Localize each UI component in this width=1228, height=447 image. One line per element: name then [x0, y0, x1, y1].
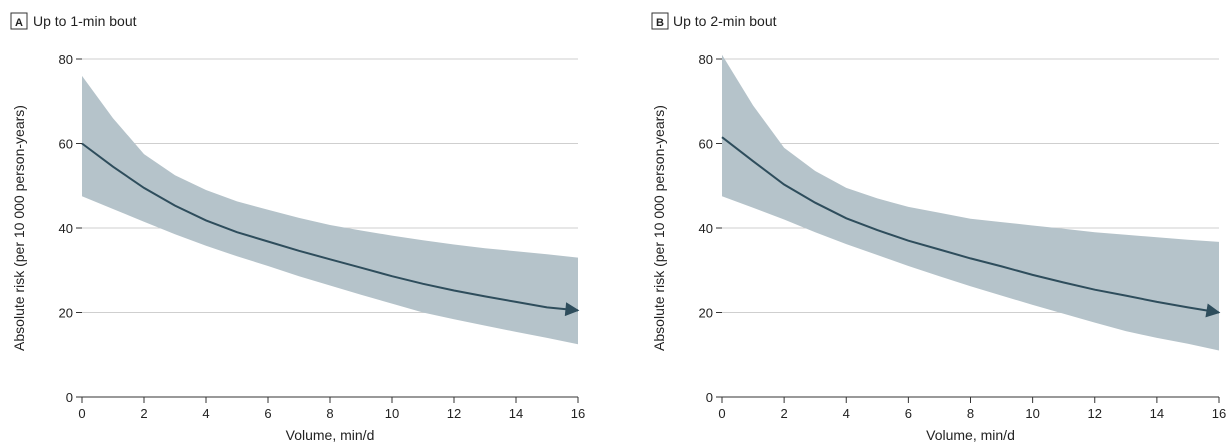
y-tick-label: 40 — [699, 221, 713, 236]
x-tick-label: 14 — [1150, 406, 1164, 421]
y-tick-label: 20 — [59, 306, 73, 321]
y-tick-label: 80 — [59, 52, 73, 67]
panel-title: Up to 1-min bout — [33, 13, 137, 29]
panel-b: B Up to 2-min bout 0 20 40 60 80 0 2 4 6 8 10 12 14 16 V… — [651, 12, 1226, 443]
panel-a: A Up to 1-min bout 0 20 40 60 80 0 2 4 6 8 10 12 14 16 V… — [10, 12, 585, 443]
y-tick-label: 20 — [699, 306, 713, 321]
x-axis-title: Volume, min/d — [286, 427, 375, 443]
x-tick-label: 16 — [1212, 406, 1226, 421]
panel-tag-box — [10, 12, 28, 30]
x-tick-label: 2 — [781, 406, 788, 421]
y-tick-label: 60 — [699, 137, 713, 152]
y-tick-label: 0 — [66, 390, 73, 405]
y-tick-label: 60 — [59, 137, 73, 152]
x-tick-label: 10 — [385, 406, 399, 421]
x-tick-label: 0 — [78, 406, 85, 421]
estimate-line — [81, 142, 580, 317]
x-tick-label: 14 — [509, 406, 523, 421]
x-tick-label: 8 — [967, 406, 974, 421]
confidence-band — [722, 54, 1219, 351]
y-axis-title: Absolute risk (per 10 000 person-years) — [11, 105, 27, 351]
x-tick-label: 6 — [905, 406, 912, 421]
y-axis-title: Absolute risk (per 10 000 person-years) — [651, 105, 667, 351]
x-tick-label: 16 — [571, 406, 585, 421]
x-tick-label: 8 — [326, 406, 333, 421]
estimate-line — [721, 136, 1221, 318]
x-tick-label: 2 — [140, 406, 147, 421]
panel-tag-box — [651, 12, 669, 30]
panel-tag-label: B — [656, 17, 664, 29]
y-tick-label: 0 — [706, 390, 713, 405]
x-tick-label: 6 — [264, 406, 271, 421]
x-tick-label: 4 — [202, 406, 209, 421]
y-tick-label: 40 — [59, 221, 73, 236]
x-tick-label: 12 — [1088, 406, 1102, 421]
x-tick-label: 10 — [1025, 406, 1039, 421]
confidence-band — [82, 75, 578, 345]
panel-title: Up to 2-min bout — [673, 13, 777, 29]
y-tick-label: 80 — [699, 52, 713, 67]
x-tick-label: 4 — [843, 406, 850, 421]
panel-tag-label: A — [15, 17, 23, 29]
x-tick-label: 0 — [718, 406, 725, 421]
x-tick-label: 12 — [447, 406, 461, 421]
x-axis-title: Volume, min/d — [926, 427, 1015, 443]
